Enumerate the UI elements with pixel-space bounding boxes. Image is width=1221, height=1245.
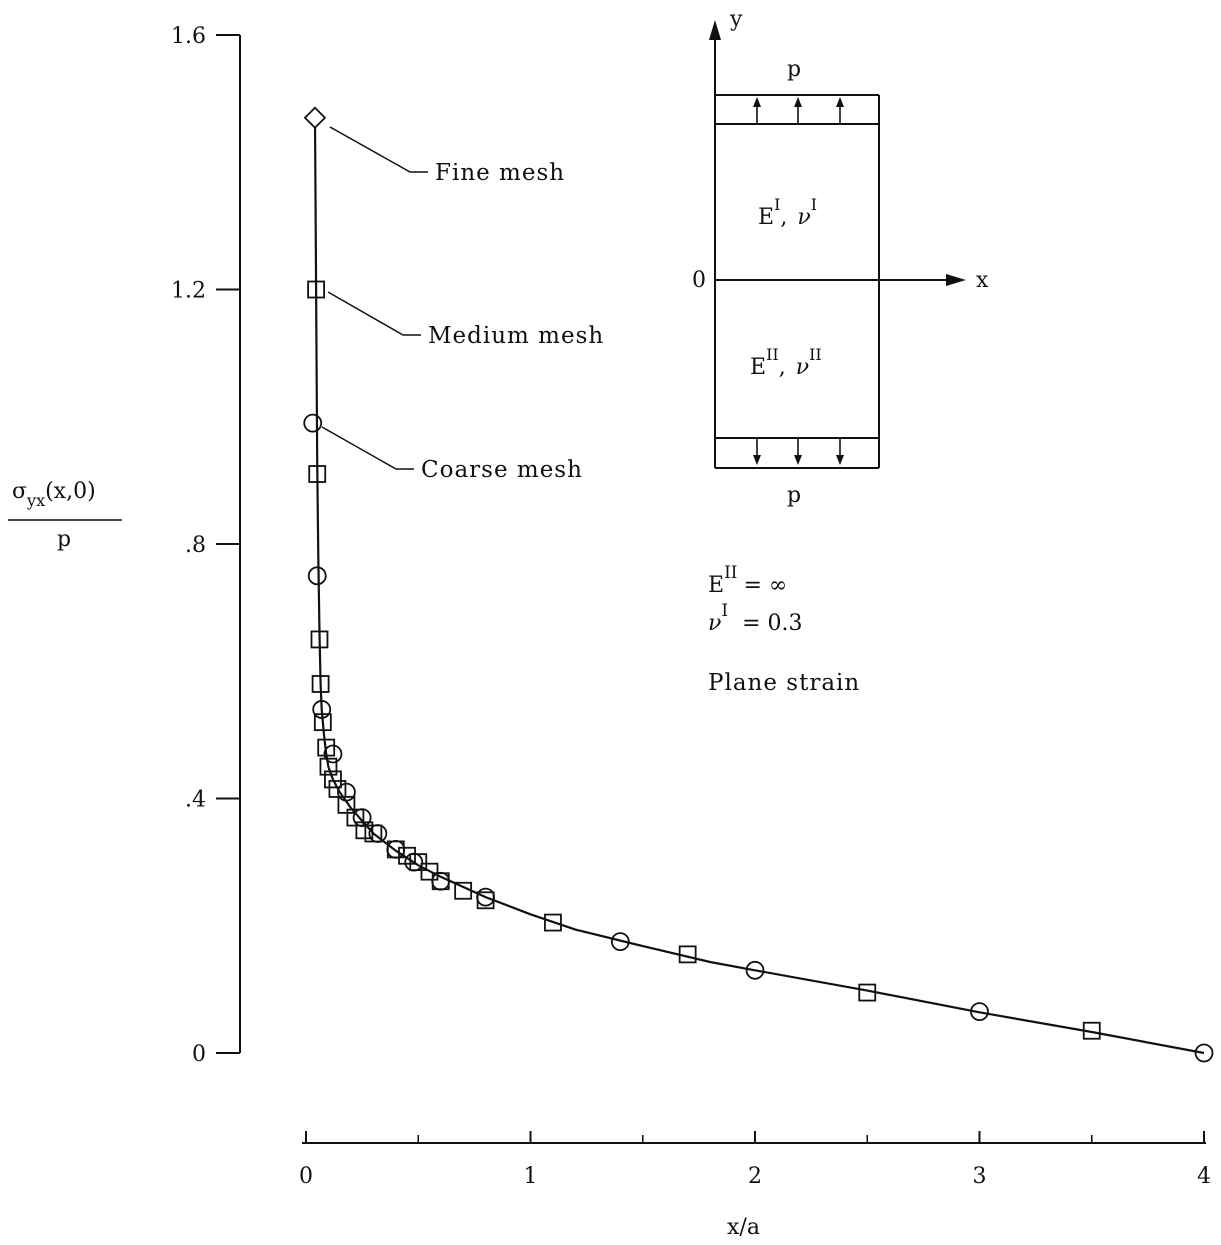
data-point-circle <box>323 744 343 764</box>
data-point-square <box>307 280 326 299</box>
inset-y-arrow-icon <box>709 20 721 40</box>
data-point-square <box>454 881 473 900</box>
annotation-medium-mesh: Medium mesh <box>327 291 604 349</box>
data-point-circle <box>312 700 332 719</box>
inset-lower-material: EII, νII <box>750 345 822 380</box>
bottom-load-arrowhead-icon <box>836 455 844 465</box>
x-tick-label: 4 <box>1197 1164 1211 1189</box>
x-axis: 0 1 2 3 4 <box>299 1131 1211 1189</box>
param-condition: Plane strain <box>708 670 860 696</box>
data-point-circle <box>303 413 323 433</box>
data-point-circle <box>610 932 630 952</box>
data-point-square <box>324 770 342 789</box>
series-medium-mesh <box>307 280 1101 1040</box>
data-point-square <box>398 846 416 865</box>
x-axis-label: x/a <box>727 1215 760 1240</box>
series-coarse-mesh <box>303 413 1214 1063</box>
inset-diagram: y x 0 p p EI, νI EII, νII <box>692 7 989 508</box>
data-point-square <box>678 945 697 964</box>
data-point-square <box>544 913 562 932</box>
data-point-square <box>310 630 329 649</box>
data-point-square <box>420 862 439 881</box>
data-point-square <box>337 795 356 814</box>
annotation-fine-mesh: Fine mesh <box>329 126 565 186</box>
data-point-circle <box>307 566 327 586</box>
inset-bottom-load-label: p <box>787 483 801 508</box>
inset-body <box>714 123 880 439</box>
param-nu-i: νI = 0.3 <box>708 601 803 636</box>
data-point-square <box>311 675 330 693</box>
y-tick-label: 1.2 <box>171 279 206 304</box>
data-point-circle <box>352 808 372 827</box>
y-axis-label: σyx(x,0) p <box>8 479 122 552</box>
x-tick-label: 2 <box>748 1164 762 1189</box>
annotation-leader-coarse <box>321 426 414 470</box>
data-point-circle <box>368 824 388 843</box>
data-point-circle <box>404 852 424 872</box>
data-point-square <box>858 983 877 1002</box>
top-load-arrowhead-icon <box>836 97 844 107</box>
inset-load-arrows <box>753 97 844 465</box>
data-point-circle <box>970 1002 989 1022</box>
annotation-text-coarse: Coarse mesh <box>421 457 583 483</box>
top-load-arrowhead-icon <box>794 97 802 107</box>
annotation-text-fine: Fine mesh <box>435 160 565 186</box>
inset-origin-label: 0 <box>692 268 706 293</box>
x-tick-label: 0 <box>299 1164 313 1189</box>
y-label-sigma: σ <box>12 479 27 504</box>
annotation-leader-fine <box>329 126 428 173</box>
y-label-denominator: p <box>57 527 71 552</box>
data-point-circle <box>476 887 496 907</box>
solution-curve <box>313 117 1205 1055</box>
x-tick-label: 1 <box>524 1164 538 1189</box>
data-point-circle <box>337 782 356 802</box>
inset-y-label: y <box>729 7 743 32</box>
data-point-square <box>1082 1021 1101 1040</box>
data-point-square <box>317 738 336 757</box>
x-tick-label: 3 <box>973 1164 987 1189</box>
data-point-circle <box>386 840 406 859</box>
annotation-text-medium: Medium mesh <box>428 323 604 349</box>
data-point-square <box>313 713 332 732</box>
inset-x-label: x <box>976 268 989 293</box>
y-tick-label: 1.6 <box>171 24 206 49</box>
y-label-subscript: yx <box>26 491 45 510</box>
y-tick-label: .4 <box>185 788 206 813</box>
data-point-square <box>328 780 347 798</box>
y-axis: 0 .4 .8 1.2 1.6 <box>171 24 241 1067</box>
y-label-args: (x,0) <box>45 479 96 504</box>
inset-upper-material: EI, νI <box>758 195 817 230</box>
series-layer <box>303 106 1214 1063</box>
data-point-square <box>319 757 338 776</box>
bottom-load-arrowhead-icon <box>753 455 761 465</box>
bottom-load-arrowhead-icon <box>794 455 802 465</box>
param-e-ii: EII = ∞ <box>708 563 787 598</box>
y-tick-label: .8 <box>185 533 206 558</box>
data-point-circle <box>745 960 765 980</box>
series-fine-mesh <box>303 106 327 129</box>
data-point-square <box>346 808 365 827</box>
y-tick-label: 0 <box>192 1042 206 1067</box>
annotation-leader-medium <box>327 291 421 336</box>
data-point-diamond <box>303 106 327 129</box>
top-load-arrowhead-icon <box>753 97 761 107</box>
data-point-circle <box>1194 1043 1214 1063</box>
data-point-square <box>308 465 327 483</box>
annotation-coarse-mesh: Coarse mesh <box>321 426 583 483</box>
parameters-block: EII = ∞ νI = 0.3 Plane strain <box>708 563 860 696</box>
inset-x-arrow-icon <box>946 274 966 286</box>
data-point-circle <box>431 871 451 891</box>
svg-text:σyx(x,0): σyx(x,0) <box>12 479 96 510</box>
data-point-square <box>355 821 374 840</box>
inset-top-load-label: p <box>787 57 801 82</box>
